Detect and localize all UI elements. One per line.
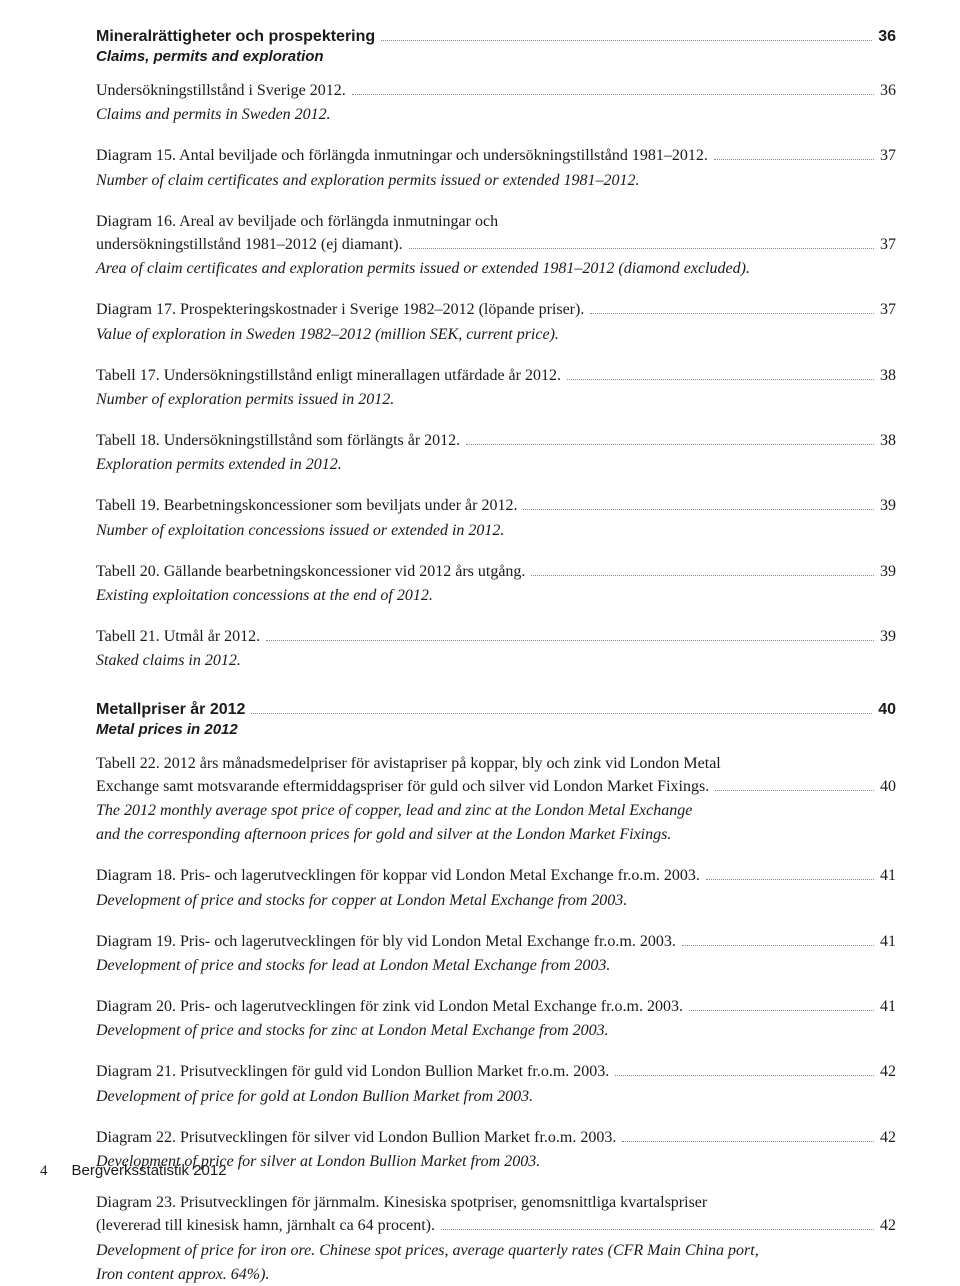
- section-subtitle: Metal prices in 2012: [96, 721, 896, 738]
- leader: [441, 1229, 874, 1230]
- entry-title: undersökningstillstånd 1981–2012 (ej dia…: [96, 233, 403, 256]
- entry-title: (levererad till kinesisk hamn, järnhalt …: [96, 1214, 435, 1237]
- entry-subtitle: Number of exploitation concessions issue…: [96, 519, 896, 542]
- entry-title: Tabell 18. Undersökningstillstånd som fö…: [96, 429, 460, 452]
- leader: [715, 790, 874, 791]
- leader: [266, 640, 874, 641]
- page-number: 42: [880, 1060, 896, 1083]
- entry-title: Tabell 17. Undersökningstillstånd enligt…: [96, 364, 561, 387]
- toc-entry: Diagram 17. Prospekteringskostnader i Sv…: [96, 298, 896, 345]
- page-number: 37: [880, 298, 896, 321]
- leader: [523, 509, 874, 510]
- toc-entry: Tabell 20. Gällande bearbetningskoncessi…: [96, 560, 896, 607]
- entry-title: Tabell 20. Gällande bearbetningskoncessi…: [96, 560, 525, 583]
- entry-title: Tabell 19. Bearbetningskoncessioner som …: [96, 494, 517, 517]
- page-number: 41: [880, 930, 896, 953]
- page-number: 41: [880, 864, 896, 887]
- entry-title: Diagram 15. Antal beviljade och förlängd…: [96, 144, 708, 167]
- entry-title: Diagram 20. Pris- och lagerutvecklingen …: [96, 995, 683, 1018]
- toc-entry: Tabell 22. 2012 års månadsmedelpriser fö…: [96, 752, 896, 847]
- toc-entry: Tabell 17. Undersökningstillstånd enligt…: [96, 364, 896, 411]
- toc-entry: Diagram 15. Antal beviljade och förlängd…: [96, 144, 896, 191]
- entry-title: Exchange samt motsvarande eftermiddagspr…: [96, 775, 709, 798]
- entry-title: Tabell 22. 2012 års månadsmedelpriser fö…: [96, 752, 721, 775]
- entry-title: Diagram 18. Pris- och lagerutvecklingen …: [96, 864, 700, 887]
- entry-subtitle: Claims and permits in Sweden 2012.: [96, 103, 896, 126]
- entry-subtitle: Staked claims in 2012.: [96, 649, 896, 672]
- entry-subtitle: The 2012 monthly average spot price of c…: [96, 799, 896, 822]
- entry-subtitle: Value of exploration in Sweden 1982–2012…: [96, 323, 896, 346]
- toc-entry: Undersökningstillstånd i Sverige 2012. 3…: [96, 79, 896, 126]
- page-number: 42: [880, 1214, 896, 1237]
- page-number: 39: [880, 494, 896, 517]
- toc-entry: Diagram 20. Pris- och lagerutvecklingen …: [96, 995, 896, 1042]
- leader: [466, 444, 874, 445]
- page-number: 37: [880, 233, 896, 256]
- entry-subtitle: Development of price and stocks for lead…: [96, 954, 896, 977]
- toc-entry: Diagram 19. Pris- och lagerutvecklingen …: [96, 930, 896, 977]
- entry-title: Diagram 22. Prisutvecklingen för silver …: [96, 1126, 616, 1149]
- section-subtitle: Claims, permits and exploration: [96, 48, 896, 65]
- leader: [567, 379, 874, 380]
- leader: [682, 945, 874, 946]
- page-footer: 4 Bergverksstatistik 2012: [40, 1162, 227, 1180]
- page-number: 36: [878, 28, 896, 46]
- page-number: 36: [880, 79, 896, 102]
- leader: [615, 1075, 874, 1076]
- entry-title: Tabell 21. Utmål år 2012.: [96, 625, 260, 648]
- entry-subtitle: Number of claim certificates and explora…: [96, 169, 896, 192]
- section-header-1: Mineralrättigheter och prospektering 36 …: [96, 28, 896, 65]
- toc-entry: Tabell 19. Bearbetningskoncessioner som …: [96, 494, 896, 541]
- toc-entry: Diagram 16. Areal av beviljade och förlä…: [96, 210, 896, 281]
- leader: [689, 1010, 874, 1011]
- page-number: 40: [880, 775, 896, 798]
- entry-subtitle: Existing exploitation concessions at the…: [96, 584, 896, 607]
- toc-entry: Tabell 21. Utmål år 2012. 39 Staked clai…: [96, 625, 896, 672]
- footer-title: Bergverksstatistik 2012: [72, 1162, 227, 1179]
- leader: [590, 313, 874, 314]
- entry-subtitle: Development of price for gold at London …: [96, 1085, 896, 1108]
- entry-subtitle: Number of exploration permits issued in …: [96, 388, 896, 411]
- entry-subtitle: Area of claim certificates and explorati…: [96, 257, 896, 280]
- toc-entry: Diagram 21. Prisutvecklingen för guld vi…: [96, 1060, 896, 1107]
- section-header-2: Metallpriser år 2012 40 Metal prices in …: [96, 701, 896, 738]
- page-number: 37: [880, 144, 896, 167]
- page-number: 41: [880, 995, 896, 1018]
- entry-subtitle: Exploration permits extended in 2012.: [96, 453, 896, 476]
- page-number: 38: [880, 429, 896, 452]
- leader: [622, 1141, 874, 1142]
- entry-subtitle: Development of price and stocks for copp…: [96, 889, 896, 912]
- leader: [706, 879, 874, 880]
- entry-subtitle: Iron content approx. 64%).: [96, 1263, 896, 1286]
- toc-entry: Diagram 23. Prisutvecklingen för järnmal…: [96, 1191, 896, 1286]
- toc-entry: Tabell 18. Undersökningstillstånd som fö…: [96, 429, 896, 476]
- entry-title: Diagram 19. Pris- och lagerutvecklingen …: [96, 930, 676, 953]
- leader: [352, 94, 874, 95]
- leader: [409, 248, 874, 249]
- page-number: 38: [880, 364, 896, 387]
- entry-title: Diagram 16. Areal av beviljade och förlä…: [96, 210, 498, 233]
- entry-title: Diagram 21. Prisutvecklingen för guld vi…: [96, 1060, 609, 1083]
- entry-title: Undersökningstillstånd i Sverige 2012.: [96, 79, 346, 102]
- leader: [381, 40, 872, 41]
- entry-subtitle: Development of price and stocks for zinc…: [96, 1019, 896, 1042]
- section-title: Metallpriser år 2012: [96, 701, 245, 719]
- section-title: Mineralrättigheter och prospektering: [96, 28, 375, 46]
- entry-title: Diagram 23. Prisutvecklingen för järnmal…: [96, 1191, 707, 1214]
- leader: [251, 713, 872, 714]
- page-number: 39: [880, 625, 896, 648]
- entry-subtitle: Development of price for iron ore. Chine…: [96, 1239, 896, 1262]
- leader: [714, 159, 874, 160]
- entry-title: Diagram 17. Prospekteringskostnader i Sv…: [96, 298, 584, 321]
- page-number: 42: [880, 1126, 896, 1149]
- page-number: 39: [880, 560, 896, 583]
- toc-entry: Diagram 18. Pris- och lagerutvecklingen …: [96, 864, 896, 911]
- entry-subtitle: and the corresponding afternoon prices f…: [96, 823, 896, 846]
- footer-page-number: 4: [40, 1163, 48, 1180]
- leader: [531, 575, 874, 576]
- page-number: 40: [878, 701, 896, 719]
